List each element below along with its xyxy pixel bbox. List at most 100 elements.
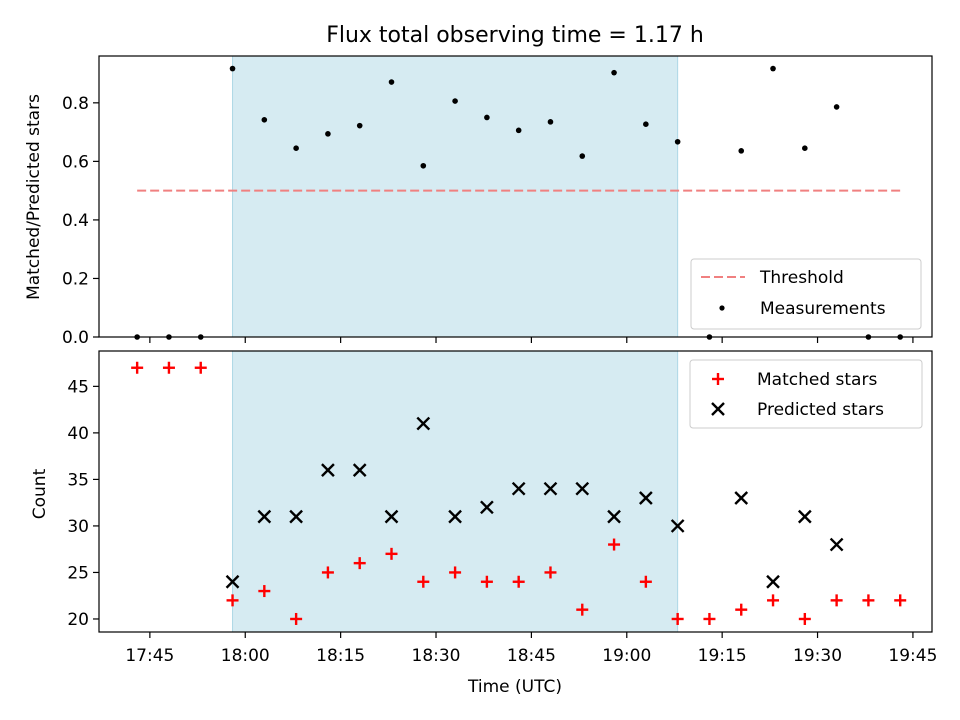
matched-stars-point <box>290 612 303 625</box>
top-legend: Threshold Measurements <box>690 258 922 330</box>
x-tick-label: 19:15 <box>698 646 747 666</box>
bottom-y-tick-label: 40 <box>67 424 89 444</box>
top-legend-box <box>690 258 922 330</box>
x-tick-label: 19:45 <box>888 646 937 666</box>
top-y-tick-label: 0.8 <box>62 94 89 114</box>
predicted-stars-point <box>575 481 590 496</box>
measurement-point <box>229 65 236 72</box>
matched-stars-point <box>321 566 334 579</box>
predicted-stars-point <box>480 500 494 515</box>
matched-stars-point <box>830 594 843 607</box>
predicted-stars-point <box>416 416 431 431</box>
matched-stars-point <box>449 566 462 579</box>
legend-threshold-label: Threshold <box>759 268 844 288</box>
matched-stars-point <box>862 594 875 607</box>
predicted-stars-point <box>766 574 780 589</box>
chart-title: Flux total observing time = 1.17 h <box>326 23 704 48</box>
measurement-point <box>388 79 395 85</box>
bottom-y-tick-label: 45 <box>67 377 89 397</box>
measurement-point <box>356 122 363 129</box>
legend-measurements-swatch <box>719 305 725 311</box>
matched-stars-point <box>417 575 430 588</box>
bottom-panel: 20 25 30 35 40 45 17:45 18:00 18:15 18:30 18:45 19… <box>30 350 937 697</box>
predicted-stars-point <box>321 463 335 477</box>
measurement-point <box>420 162 427 169</box>
predicted-stars-point <box>797 509 812 524</box>
predicted-stars-point <box>511 481 526 496</box>
top-y-tick-label: 0.4 <box>62 211 89 231</box>
matched-stars-point <box>894 594 907 607</box>
x-tick-label: 18:15 <box>316 646 365 666</box>
matched-stars-point <box>735 603 748 616</box>
top-panel: 0.00.20.40.60.8 Matched/Predicted stars … <box>24 55 933 348</box>
measurement-point <box>770 65 776 72</box>
measurement-point <box>293 145 299 152</box>
matched-stars-point <box>131 361 144 374</box>
bottom-y-tick-label: 20 <box>67 610 89 630</box>
top-y-tick-label: 0.0 <box>62 328 89 348</box>
top-y-tick-label: 0.2 <box>62 269 89 289</box>
predicted-stars-point <box>543 481 558 496</box>
matched-stars-point <box>671 612 684 625</box>
x-tick-label: 18:45 <box>507 646 556 666</box>
bottom-legend-box <box>689 359 923 429</box>
matched-stars-point <box>576 603 589 616</box>
predicted-stars-point <box>257 509 272 524</box>
measurement-point <box>802 145 808 152</box>
observing-interval-shade <box>232 350 679 633</box>
x-tick-label: 19:00 <box>602 646 651 666</box>
measurement-point <box>261 117 268 123</box>
measurement-point <box>484 114 490 121</box>
matched-stars-point <box>703 612 716 625</box>
predicted-stars-point <box>670 519 685 533</box>
predicted-stars-point <box>352 463 367 477</box>
legend-predicted-swatch <box>711 402 725 416</box>
x-tick-label: 18:30 <box>412 646 461 666</box>
top-ylabel: Matched/Predicted stars <box>24 94 44 300</box>
matched-stars-point <box>226 594 239 607</box>
top-plot-frame <box>98 55 933 338</box>
matched-stars-point <box>353 557 366 570</box>
bottom-y-tick-label: 25 <box>67 563 89 583</box>
measurement-point <box>643 121 649 128</box>
legend-matched-label: Matched stars <box>757 370 877 390</box>
measurement-point <box>833 104 840 110</box>
measurement-point <box>611 69 617 76</box>
predicted-stars-point <box>289 509 303 524</box>
measurement-point <box>579 153 586 159</box>
measurement-point <box>452 98 458 104</box>
legend-measurements-label: Measurements <box>760 299 886 319</box>
measurement-point <box>325 131 331 137</box>
measurement-point <box>547 119 554 125</box>
legend-matched-swatch <box>712 373 724 385</box>
matched-stars-point <box>480 575 493 588</box>
legend-predicted-label: Predicted stars <box>757 400 884 420</box>
measurement-point <box>515 127 522 134</box>
bottom-y-tick-label: 30 <box>67 517 89 537</box>
bottom-ylabel: Count <box>30 468 50 519</box>
matched-stars-point <box>639 575 652 588</box>
matched-stars-point <box>258 585 271 598</box>
matched-stars-point <box>544 566 557 579</box>
bottom-legend: Matched stars Predicted stars <box>689 359 923 429</box>
matched-stars-point <box>512 575 525 588</box>
predicted-stars-point <box>734 491 749 505</box>
measurement-point <box>738 148 745 154</box>
matched-stars-point <box>767 594 780 607</box>
matched-stars-point <box>194 361 207 374</box>
x-tick-label: 18:00 <box>221 646 270 666</box>
x-tick-label: 19:30 <box>793 646 842 666</box>
predicted-stars-point <box>225 574 240 589</box>
observing-interval-shade <box>232 55 679 338</box>
predicted-stars-point <box>607 509 621 524</box>
x-tick-label: 17:45 <box>125 646 174 666</box>
predicted-stars-point <box>384 509 399 524</box>
predicted-stars-point <box>639 491 653 505</box>
bottom-y-tick-label: 35 <box>67 470 89 490</box>
matched-stars-point <box>798 612 811 625</box>
measurement-point <box>674 138 681 145</box>
matched-stars-point <box>608 538 621 551</box>
matched-stars-point <box>385 547 398 560</box>
predicted-stars-point <box>829 537 844 552</box>
